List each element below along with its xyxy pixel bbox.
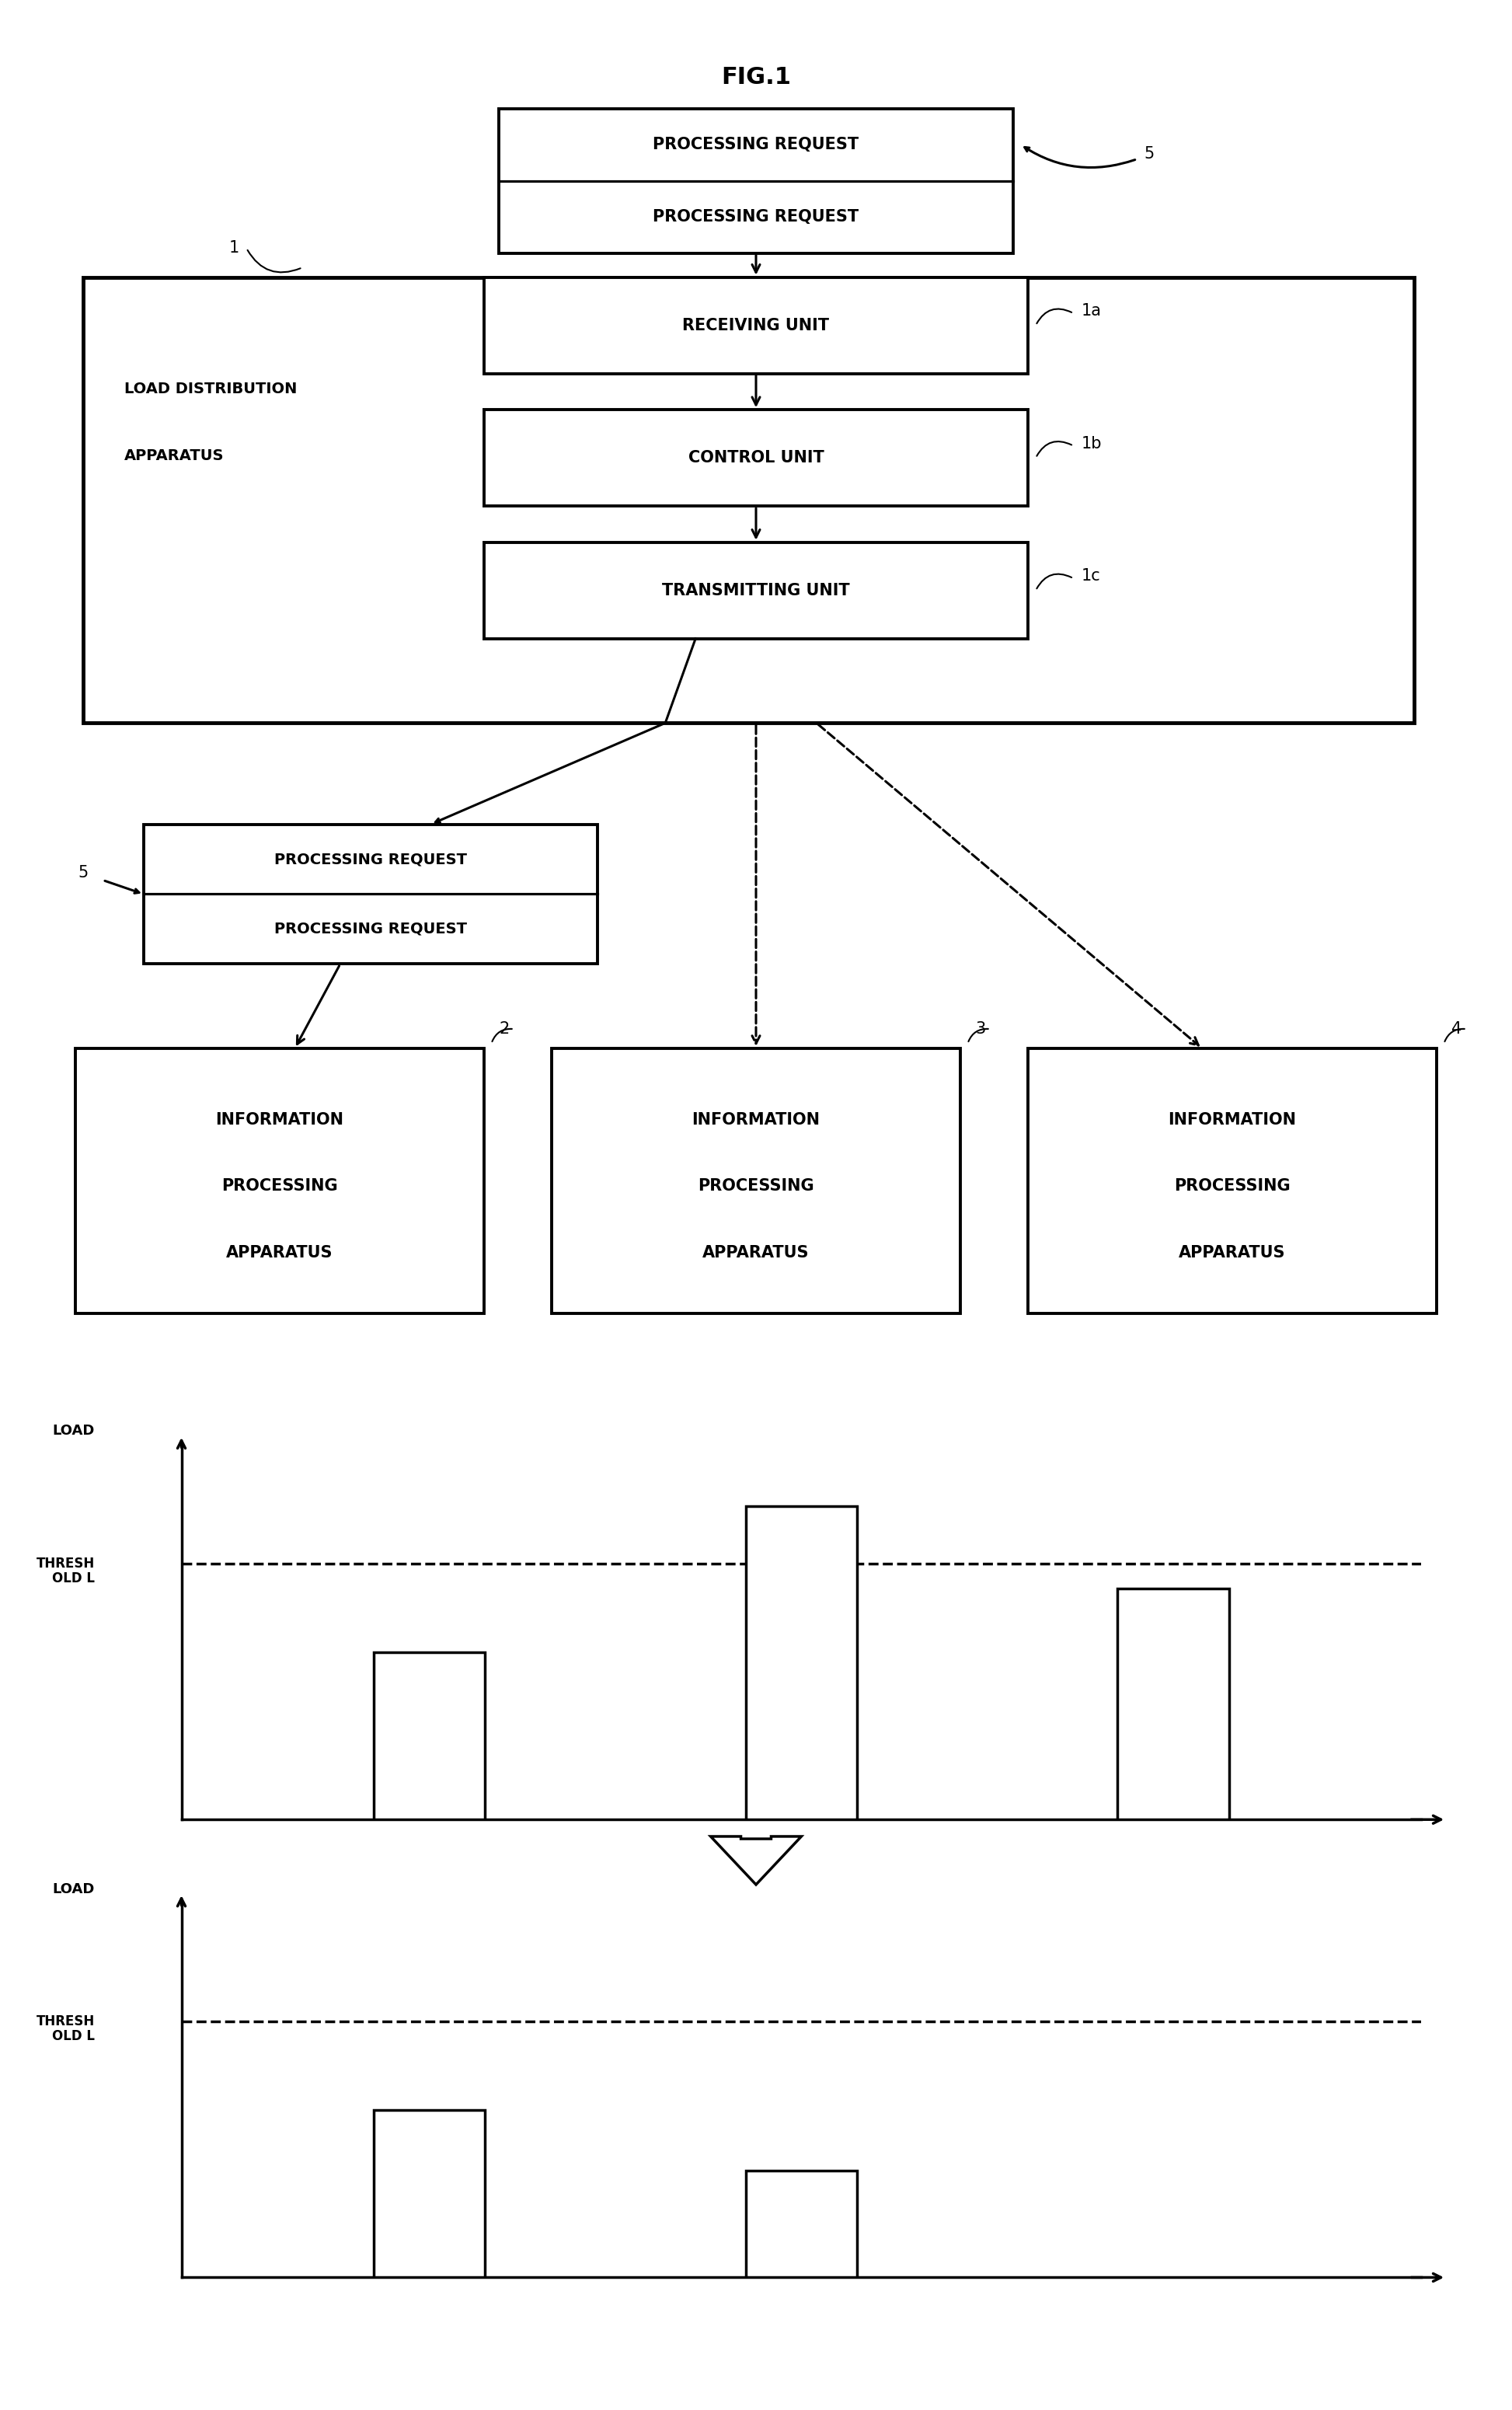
- Bar: [552, 1048, 960, 1313]
- Text: PROCESSING REQUEST: PROCESSING REQUEST: [274, 851, 467, 868]
- Bar: [1117, 1588, 1229, 1820]
- Bar: [499, 108, 1013, 253]
- Bar: [83, 277, 1414, 723]
- Text: PROCESSING: PROCESSING: [699, 1178, 813, 1193]
- Text: RECEIVING UNIT: RECEIVING UNIT: [682, 318, 830, 333]
- Text: 1: 1: [230, 241, 239, 255]
- Bar: [1028, 1048, 1436, 1313]
- Text: INFORMATION: INFORMATION: [1169, 1111, 1296, 1128]
- Text: TRANSMITTING UNIT: TRANSMITTING UNIT: [662, 583, 850, 598]
- Bar: [144, 824, 597, 964]
- Text: LOAD DISTRIBUTION: LOAD DISTRIBUTION: [124, 381, 296, 395]
- Text: THRESH
OLD L: THRESH OLD L: [36, 2015, 95, 2044]
- Text: THRESH
OLD L: THRESH OLD L: [36, 1557, 95, 1586]
- Text: APPARATUS: APPARATUS: [227, 1244, 333, 1260]
- Text: 1b: 1b: [1081, 436, 1102, 451]
- Text: LOAD: LOAD: [53, 1424, 95, 1439]
- Bar: [484, 410, 1028, 506]
- Text: CONTROL UNIT: CONTROL UNIT: [688, 451, 824, 465]
- Text: 4: 4: [1452, 1022, 1462, 1036]
- Text: 1c: 1c: [1081, 569, 1101, 583]
- Bar: [373, 2111, 485, 2277]
- Polygon shape: [711, 1836, 801, 1885]
- Text: PROCESSING REQUEST: PROCESSING REQUEST: [653, 210, 859, 224]
- Bar: [76, 1048, 484, 1313]
- Text: PROCESSING: PROCESSING: [222, 1178, 337, 1193]
- Text: INFORMATION
PROCESSING
APPARATUS 2: INFORMATION PROCESSING APPARATUS 2: [378, 1962, 481, 2008]
- Text: 2: 2: [499, 1022, 510, 1036]
- Text: 5: 5: [1145, 147, 1154, 161]
- Text: INFORMATION: INFORMATION: [216, 1111, 343, 1128]
- Bar: [745, 1506, 857, 1820]
- Text: APPARATUS: APPARATUS: [1179, 1244, 1285, 1260]
- Bar: [484, 277, 1028, 374]
- Text: APPARATUS: APPARATUS: [703, 1244, 809, 1260]
- Text: INFORMATION
PROCESSING
APPARATUS 4: INFORMATION PROCESSING APPARATUS 4: [1122, 1962, 1225, 2008]
- Text: 1a: 1a: [1081, 304, 1101, 318]
- Text: PROCESSING REQUEST: PROCESSING REQUEST: [653, 137, 859, 152]
- Text: PROCESSING: PROCESSING: [1175, 1178, 1290, 1193]
- Text: INFORMATION
PROCESSING
APPARATUS 3: INFORMATION PROCESSING APPARATUS 3: [750, 1962, 853, 2008]
- Bar: [484, 542, 1028, 639]
- Bar: [745, 2171, 857, 2277]
- Text: LOAD: LOAD: [53, 1882, 95, 1897]
- Text: PROCESSING REQUEST: PROCESSING REQUEST: [274, 921, 467, 937]
- Text: 5: 5: [79, 865, 88, 882]
- Text: INFORMATION: INFORMATION: [692, 1111, 820, 1128]
- Text: FIG.1: FIG.1: [721, 65, 791, 89]
- Text: 3: 3: [975, 1022, 986, 1036]
- Bar: [373, 1653, 485, 1820]
- Text: APPARATUS: APPARATUS: [124, 448, 224, 463]
